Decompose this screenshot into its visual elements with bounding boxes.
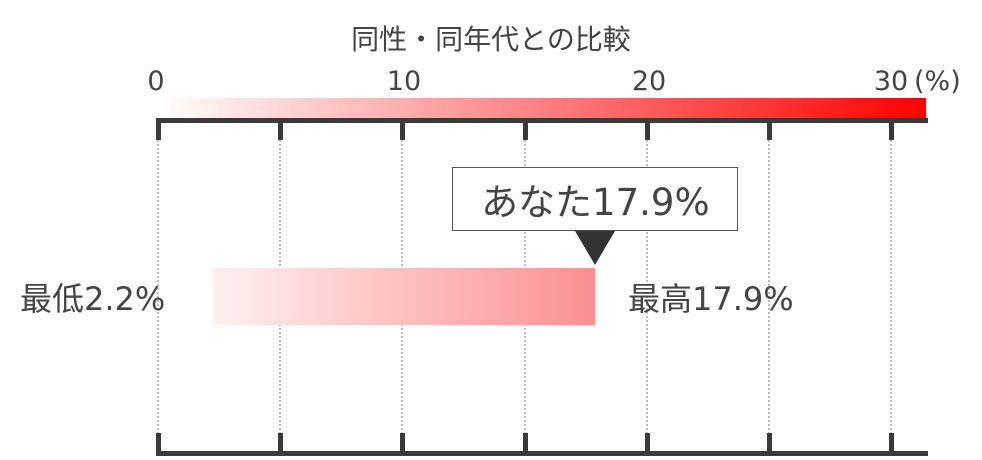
bottom-tick: [889, 433, 894, 455]
x-axis-unit: (%): [914, 66, 961, 97]
bottom-tick: [523, 433, 528, 455]
top-axis-line: [156, 118, 928, 123]
top-tick: [767, 118, 772, 140]
bottom-tick: [400, 433, 405, 455]
grid-line: [157, 140, 159, 438]
grid-line: [890, 140, 892, 438]
max-label: 最高17.9%: [628, 280, 794, 318]
bottom-tick: [767, 433, 772, 455]
grid-line: [646, 140, 648, 438]
x-tick-label-20: 20: [631, 66, 667, 97]
top-tick: [400, 118, 405, 140]
x-tick-label-10: 10: [386, 66, 422, 97]
bottom-tick: [156, 433, 161, 455]
you-pointer-icon: [575, 231, 616, 265]
bottom-axis-line: [156, 451, 928, 456]
you-callout: あなた17.9%: [452, 167, 739, 231]
min-label: 最低2.2%: [20, 280, 166, 318]
grid-line: [768, 140, 770, 438]
top-tick: [645, 118, 650, 140]
top-tick: [889, 118, 894, 140]
top-tick: [156, 118, 161, 140]
bottom-tick: [278, 433, 283, 455]
range-bar: [211, 268, 596, 325]
top-tick: [278, 118, 283, 140]
x-tick-label-30: 30: [873, 66, 909, 97]
color-scale-bar: [158, 98, 926, 119]
chart-title: 同性・同年代との比較: [351, 23, 631, 56]
top-tick: [523, 118, 528, 140]
bottom-tick: [645, 433, 650, 455]
x-tick-label-0: 0: [147, 66, 165, 97]
